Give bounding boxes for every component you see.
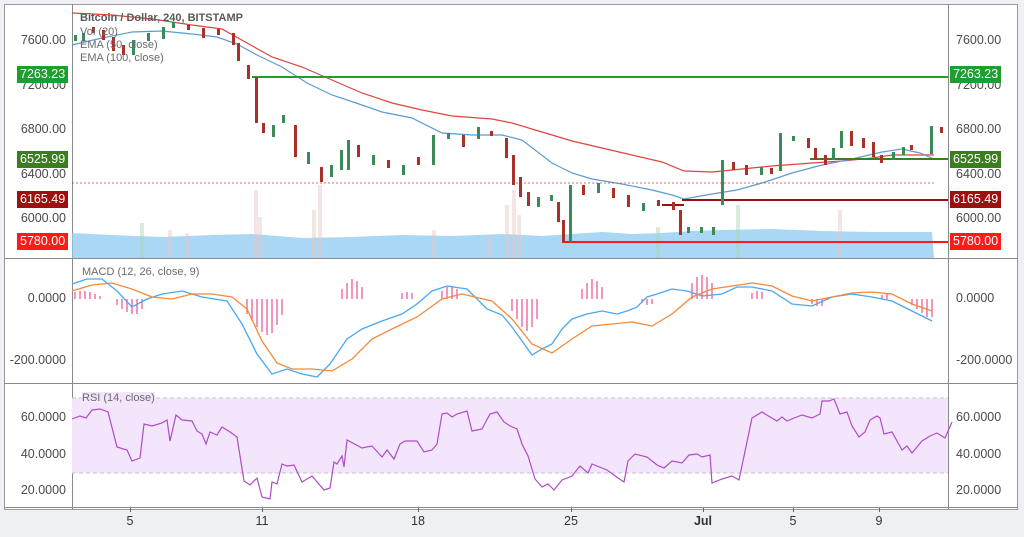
macd-tick: 0.0000 [956, 291, 995, 305]
time-tick-label: 5 [126, 514, 134, 528]
pane-separator-macd[interactable] [4, 258, 1018, 259]
time-tick-label: Jul [693, 514, 713, 528]
price-badge-6165: 6165.49 [17, 191, 69, 208]
price-badge-5780: 5780.00 [17, 233, 69, 250]
macd-tick: -200.0000 [956, 353, 1013, 367]
left-rsi-axis[interactable]: 60.0000 40.0000 20.0000 [4, 384, 72, 507]
right-price-axis[interactable]: 7600.00 7200.00 6800.00 6400.00 6000.00 [948, 4, 1016, 258]
time-tick-mark [879, 508, 880, 512]
price-badge-7263-right: 7263.23 [950, 66, 1002, 83]
legend-ema-100[interactable]: EMA (100, close) [80, 52, 164, 64]
right-rsi-axis[interactable]: 60.0000 40.0000 20.0000 [948, 384, 1016, 507]
pane-separator-rsi[interactable] [4, 383, 1018, 384]
price-tick: 6000.00 [20, 211, 66, 225]
legend-ema-50[interactable]: EMA (50, close) [80, 39, 158, 51]
macd-pane[interactable]: MACD (12, 26, close, 9) [71, 259, 948, 383]
price-badge-6525-right: 6525.99 [950, 151, 1002, 168]
rsi-pane[interactable]: RSI (14, close) [71, 384, 953, 507]
right-axis-border [948, 4, 949, 510]
price-tick: 6400.00 [956, 167, 1002, 181]
price-chart-svg [71, 12, 948, 258]
price-badge-7263: 7263.23 [17, 66, 69, 83]
macd-chart-svg [71, 275, 933, 378]
time-tick-label: 11 [255, 514, 269, 528]
price-badge-6525: 6525.99 [17, 151, 69, 168]
rsi-tick: 20.0000 [20, 483, 66, 497]
time-tick-label: 25 [564, 514, 578, 528]
rsi-label[interactable]: RSI (14, close) [82, 392, 155, 405]
time-tick-mark [703, 508, 704, 512]
ema-50-line [71, 30, 935, 200]
left-macd-axis[interactable]: 0.0000 -200.0000 [4, 259, 72, 383]
time-tick-label: 9 [875, 514, 883, 528]
rsi-line [71, 398, 953, 500]
macd-line [71, 278, 933, 378]
price-tick: 6800.00 [20, 122, 66, 136]
price-badge-5780-right: 5780.00 [950, 233, 1002, 250]
macd-tick: 0.0000 [27, 291, 66, 305]
ema-100-line [71, 12, 934, 173]
volume-ma-area [72, 229, 934, 258]
rsi-tick: 40.0000 [956, 447, 1002, 461]
price-tick: 6800.00 [956, 122, 1002, 136]
rsi-chart-svg [71, 397, 953, 500]
rsi-tick: 60.0000 [956, 410, 1002, 424]
macd-tick: -200.0000 [9, 353, 66, 367]
rsi-tick: 20.0000 [956, 483, 1002, 497]
macd-label[interactable]: MACD (12, 26, close, 9) [82, 266, 200, 278]
time-tick-label: 5 [789, 514, 797, 528]
rsi-tick: 60.0000 [20, 410, 66, 424]
time-axis-line [4, 507, 1018, 508]
signal-line [71, 282, 933, 372]
left-price-axis[interactable]: 7600.00 7200.00 6800.00 6400.00 6000.00 [4, 4, 72, 258]
price-tick: 6400.00 [20, 167, 66, 181]
price-tick: 6000.00 [956, 211, 1002, 225]
price-tick: 7600.00 [956, 33, 1002, 47]
chart-title: Bitcoin / Dollar, 240, BITSTAMP [80, 12, 243, 24]
time-tick-label: 18 [411, 514, 425, 528]
rsi-band [72, 398, 948, 473]
time-tick-mark [130, 508, 131, 512]
time-tick-mark [262, 508, 263, 512]
volume-bars [140, 185, 842, 258]
right-macd-axis[interactable]: 0.0000 -200.0000 [948, 259, 1016, 383]
legend-volume[interactable]: Vol (20) [80, 26, 118, 38]
time-tick-mark [418, 508, 419, 512]
rsi-tick: 40.0000 [20, 447, 66, 461]
price-pane[interactable]: Bitcoin / Dollar, 240, BITSTAMP Vol (20)… [71, 5, 948, 258]
time-tick-mark [571, 508, 572, 512]
price-tick: 7600.00 [20, 33, 66, 47]
candles [74, 22, 943, 242]
time-tick-mark [793, 508, 794, 512]
price-badge-6165-right: 6165.49 [950, 191, 1002, 208]
